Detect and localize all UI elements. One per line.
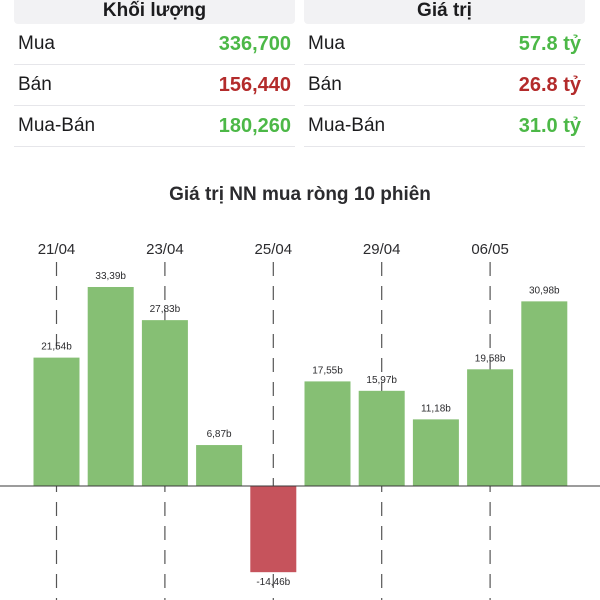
bar [521, 301, 568, 486]
volume-row-net: Mua-Bán 180,260 [14, 106, 295, 147]
data-label: -14,46b [256, 577, 290, 588]
row-label: Bán [308, 74, 342, 95]
bar [304, 381, 351, 486]
row-label: Bán [18, 74, 52, 95]
data-label: 11,18b [421, 403, 451, 414]
bar [196, 445, 243, 486]
row-label: Mua [308, 33, 345, 54]
value-row-buy: Mua 57.8 tỷ [304, 24, 585, 65]
row-label: Mua-Bán [308, 115, 386, 136]
value-panel: Giá trị Mua 57.8 tỷ Bán 26.8 tỷ Mua-Bán … [304, 0, 585, 147]
x-tick-label: 21/04 [38, 241, 76, 258]
data-label: 6,87b [207, 429, 232, 440]
value-row-net: Mua-Bán 31.0 tỷ [304, 106, 585, 147]
bar [250, 486, 297, 573]
data-label: 27,83b [150, 304, 181, 315]
volume-heading: Khối lượng [14, 0, 295, 24]
data-label: 19,58b [475, 353, 506, 364]
x-tick-label: 06/05 [471, 241, 509, 258]
data-label: 15,97b [366, 375, 397, 386]
bar [467, 369, 514, 486]
data-label: 33,39b [95, 271, 126, 282]
volume-row-buy: Mua 336,700 [14, 24, 295, 65]
row-label: Mua-Bán [18, 115, 96, 136]
row-value: 336,700 [218, 32, 291, 55]
bar [141, 320, 188, 486]
bar [412, 419, 459, 486]
data-label: 17,55b [312, 365, 343, 376]
row-label: Mua [18, 33, 55, 54]
data-label: 30,98b [529, 285, 560, 296]
row-value: 180,260 [218, 114, 291, 137]
bar [358, 390, 405, 486]
value-heading: Giá trị [304, 0, 585, 24]
data-label: 21,54b [41, 342, 72, 353]
bar [33, 357, 80, 486]
row-value: 31.0 tỷ [518, 114, 581, 137]
bar [87, 286, 134, 486]
x-tick-label: 25/04 [255, 241, 293, 258]
row-value: 26.8 tỷ [518, 73, 581, 96]
row-value: 156,440 [218, 73, 291, 96]
x-tick-label: 23/04 [146, 241, 184, 258]
x-tick-label: 29/04 [363, 241, 401, 258]
row-value: 57.8 tỷ [518, 32, 581, 55]
volume-panel: Khối lượng Mua 336,700 Bán 156,440 Mua-B… [14, 0, 295, 147]
chart-title: Giá trị NN mua ròng 10 phiên [169, 184, 431, 205]
volume-row-sell: Bán 156,440 [14, 65, 295, 106]
value-row-sell: Bán 26.8 tỷ [304, 65, 585, 106]
